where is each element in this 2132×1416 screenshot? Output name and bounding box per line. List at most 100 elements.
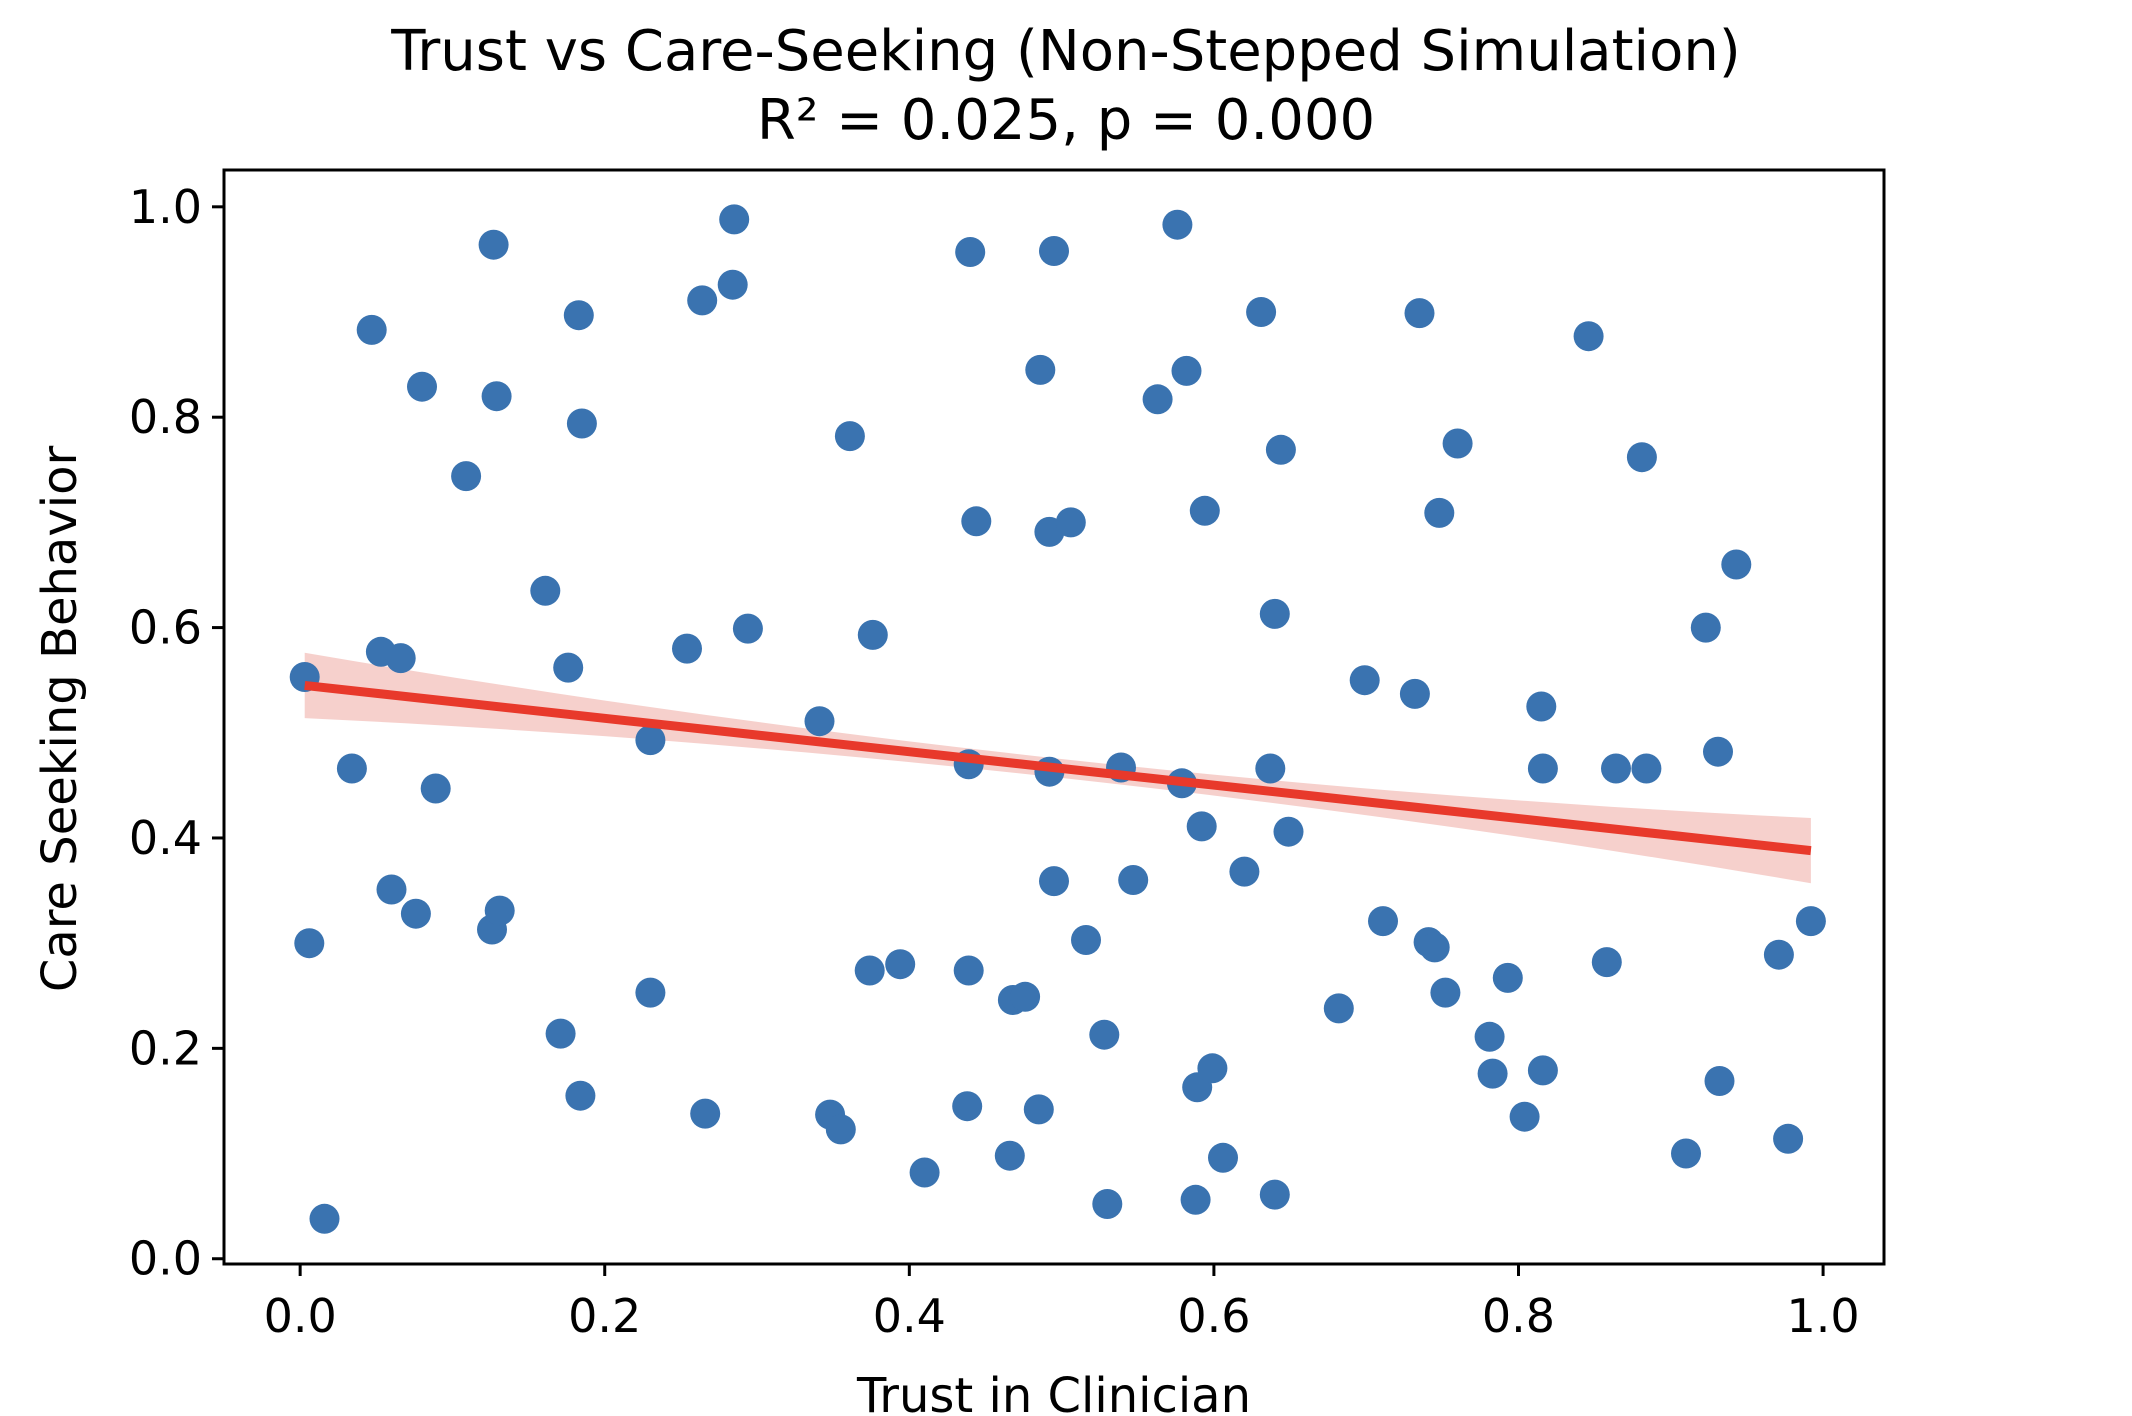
plot-frame xyxy=(222,168,1886,1266)
scatter-point xyxy=(732,613,763,644)
scatter-point xyxy=(1162,209,1193,240)
y-tick-label: 1.0 xyxy=(129,180,202,234)
scatter-point xyxy=(857,619,888,650)
scatter-point xyxy=(294,928,325,959)
regression-line xyxy=(304,680,1812,856)
scatter-point xyxy=(1671,1138,1701,1169)
scatter-point xyxy=(1349,665,1380,696)
scatter-point xyxy=(563,300,594,331)
scatter-point xyxy=(1527,753,1558,784)
scatter-point xyxy=(1573,321,1604,352)
x-tick-label: 0.0 xyxy=(264,1289,337,1343)
scatter-point xyxy=(1704,1066,1735,1096)
scatter-point xyxy=(953,955,984,986)
plot-area xyxy=(289,204,1826,1234)
scatter-point xyxy=(553,652,584,683)
scatter-point xyxy=(1142,384,1173,415)
scatter-point xyxy=(1419,932,1450,963)
scatter-point xyxy=(1071,925,1101,955)
x-axis-label: Trust in Clinician xyxy=(856,1368,1251,1416)
scatter-point xyxy=(825,1114,856,1145)
scatter-point xyxy=(1631,753,1662,784)
scatter-point xyxy=(690,1098,721,1129)
scatter-point xyxy=(1189,495,1220,526)
scatter-point xyxy=(1089,1019,1120,1050)
scatter-point xyxy=(1773,1123,1804,1154)
scatter-point xyxy=(1092,1189,1123,1219)
scatter-point xyxy=(1259,598,1290,629)
scatter-point xyxy=(1424,497,1455,528)
scatter-point xyxy=(1721,549,1752,580)
scatter-point xyxy=(1626,442,1657,473)
scatter-point xyxy=(1039,866,1069,897)
scatter-point xyxy=(1039,236,1069,266)
x-tick-label: 1.0 xyxy=(1787,1289,1860,1343)
y-tick-label: 0.6 xyxy=(129,601,202,655)
scatter-point xyxy=(909,1157,940,1188)
x-tick-label: 0.8 xyxy=(1482,1289,1555,1343)
scatter-point xyxy=(1273,816,1304,847)
scatter-point xyxy=(1399,678,1430,709)
scatter-point xyxy=(336,753,367,784)
scatter-point xyxy=(854,955,885,986)
scatter-point xyxy=(1010,981,1041,1012)
scatter-point xyxy=(1323,993,1354,1024)
scatter-point xyxy=(1171,355,1202,386)
scatter-point xyxy=(566,408,597,439)
scatter-point xyxy=(672,633,702,664)
scatter-point xyxy=(1430,977,1461,1008)
scatter-point xyxy=(1703,736,1733,767)
scatter-point xyxy=(1404,298,1435,329)
scatter-point xyxy=(1526,691,1557,722)
scatter-point xyxy=(1255,753,1286,784)
scatter-point xyxy=(1118,865,1149,895)
scatter-point xyxy=(1180,1184,1211,1215)
scatter-point xyxy=(1442,428,1473,459)
scatter-point xyxy=(1474,1021,1505,1052)
scatter-point xyxy=(955,237,986,267)
x-tick-label: 0.4 xyxy=(873,1289,946,1343)
scatter-point xyxy=(1197,1053,1228,1084)
scatter-point xyxy=(1368,906,1398,937)
scatter-point xyxy=(1265,434,1296,465)
scatter-point xyxy=(309,1203,340,1234)
scatter-point xyxy=(1795,906,1826,937)
scatter-point xyxy=(952,1091,983,1122)
scatter-point xyxy=(451,461,482,492)
scatter-point xyxy=(717,269,748,300)
scatter-point xyxy=(635,977,666,1008)
y-tick-label: 0.4 xyxy=(129,811,202,865)
scatter-point xyxy=(1186,811,1217,842)
scatter-point xyxy=(407,371,437,402)
scatter-point xyxy=(1025,354,1056,385)
scatter-point xyxy=(1023,1094,1054,1125)
scatter-point xyxy=(1690,612,1721,643)
scatter-point xyxy=(804,706,835,737)
scatter-point xyxy=(1601,753,1631,784)
scatter-point xyxy=(530,575,561,606)
scatter-point xyxy=(719,204,750,235)
scatter-point xyxy=(1259,1179,1290,1210)
scatter-point xyxy=(1229,856,1260,887)
scatter-point xyxy=(478,229,509,260)
scatter-point xyxy=(484,895,515,926)
scatter-point xyxy=(1246,297,1277,327)
y-tick-label: 0.0 xyxy=(129,1232,202,1286)
scatter-point xyxy=(400,898,431,929)
scatter-point xyxy=(834,421,865,452)
scatter-point xyxy=(385,643,416,674)
scatter-point xyxy=(1591,947,1622,978)
scatter-point xyxy=(1492,962,1523,993)
scatter-point xyxy=(1477,1058,1508,1089)
chart-subtitle: R² = 0.025, p = 0.000 xyxy=(757,88,1375,153)
scatter-point xyxy=(1055,507,1086,538)
scatter-point xyxy=(1208,1142,1238,1173)
x-tick-label: 0.6 xyxy=(1177,1289,1250,1343)
x-tick-label: 0.2 xyxy=(568,1289,641,1343)
scatter-point xyxy=(1509,1101,1540,1132)
scatter-point xyxy=(565,1080,596,1111)
scatter-point xyxy=(420,773,451,804)
scatter-point xyxy=(376,874,407,905)
scatter-point xyxy=(545,1018,576,1049)
